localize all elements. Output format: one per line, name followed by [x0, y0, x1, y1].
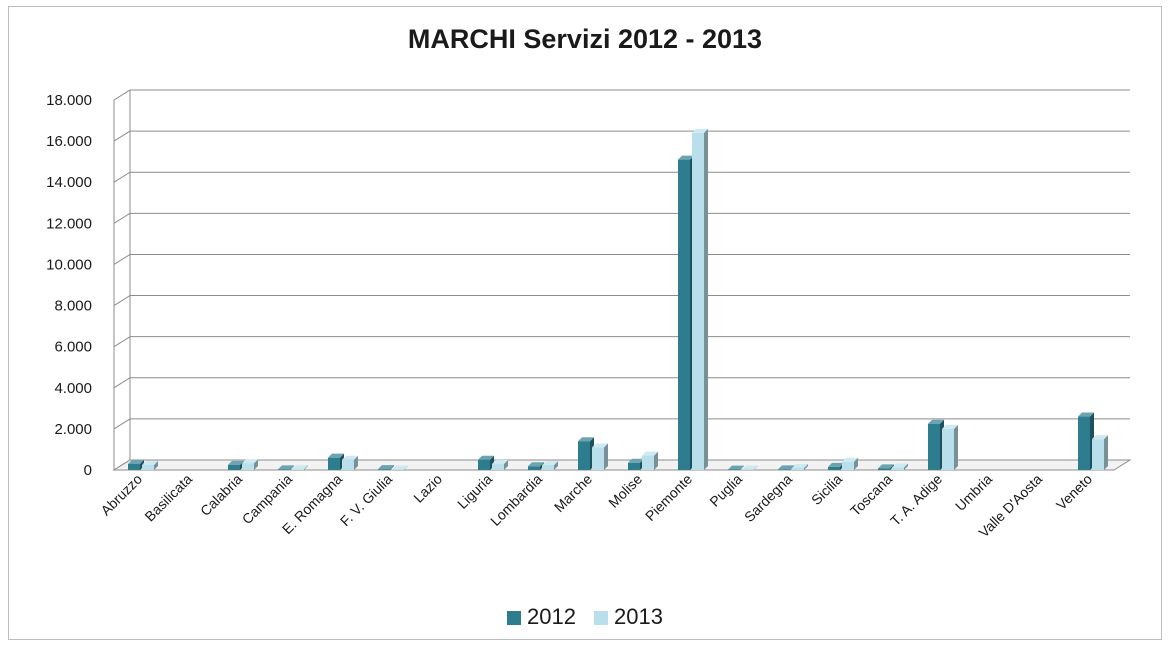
bar-side	[604, 443, 608, 470]
legend-swatch	[594, 611, 608, 625]
bar	[578, 437, 594, 470]
bar-front	[692, 133, 704, 470]
y-tick-label: 12.000	[46, 215, 92, 232]
y-tick-label: 0	[84, 462, 92, 479]
chart-legend: 2012 2013	[0, 603, 1170, 630]
bar-front	[1092, 439, 1104, 470]
bar-front	[328, 458, 340, 470]
bar-front	[228, 465, 240, 470]
x-tick-label: Liguria	[454, 471, 495, 512]
bar	[692, 129, 708, 470]
bar-front	[278, 469, 290, 470]
bar	[478, 456, 494, 470]
gridline-depth	[114, 378, 130, 388]
bar-front	[592, 447, 604, 470]
legend-swatch	[507, 611, 521, 625]
x-tick-label: F. V. Giulia	[337, 471, 395, 529]
gridline-depth	[114, 90, 130, 100]
bar-side	[704, 129, 708, 470]
x-tick-label: Lazio	[410, 471, 445, 506]
bar	[928, 420, 944, 470]
bar-front	[842, 462, 854, 470]
gridline-depth	[114, 254, 130, 264]
x-tick-label: Calabria	[197, 471, 245, 519]
floor	[114, 460, 1130, 470]
bar-front	[528, 466, 540, 470]
bar-front	[542, 465, 554, 470]
gridline-depth	[114, 419, 130, 429]
x-tick-label: Sicilia	[808, 471, 845, 508]
x-tick-label: Piemonte	[642, 471, 695, 524]
bar	[1092, 435, 1108, 470]
y-tick-label: 2.000	[54, 421, 92, 438]
gridlines	[114, 90, 1130, 470]
bar-front	[492, 464, 504, 470]
bar-front	[892, 468, 904, 470]
legend-item: 2013	[594, 604, 663, 630]
x-tick-label: T. A. Adige	[887, 471, 945, 529]
y-tick-label: 4.000	[54, 380, 92, 397]
x-tick-label: Marche	[551, 471, 595, 515]
gridline-depth	[114, 337, 130, 347]
gridline-depth	[114, 131, 130, 141]
bar	[628, 459, 644, 470]
bar-front	[128, 464, 140, 470]
bar-front	[378, 469, 390, 470]
legend-item: 2012	[507, 604, 576, 630]
x-tick-label: Basilicata	[141, 471, 195, 525]
bar-front	[778, 469, 790, 470]
x-tick-label: Lombardia	[487, 471, 545, 529]
legend-label: 2013	[614, 604, 663, 629]
bar-front	[878, 468, 890, 470]
x-tick-label: Toscana	[847, 471, 895, 519]
bar	[592, 443, 608, 470]
bar-front	[1078, 417, 1090, 470]
y-tick-label: 14.000	[46, 174, 92, 191]
bar-front	[292, 469, 304, 470]
y-tick-label: 8.000	[54, 298, 92, 315]
y-tick-label: 10.000	[46, 256, 92, 273]
bar-front	[828, 467, 840, 470]
x-tick-label: Puglia	[706, 471, 745, 510]
bar-front	[142, 465, 154, 470]
bar	[842, 458, 858, 470]
y-tick-label: 18.000	[46, 92, 92, 109]
bar-front	[792, 468, 804, 470]
x-tick-label: Abruzzo	[97, 471, 145, 519]
x-tick-label: Molise	[605, 471, 645, 511]
y-tick-label: 6.000	[54, 339, 92, 356]
bar-side	[954, 425, 958, 470]
bar-front	[342, 460, 354, 470]
y-tick-label: 16.000	[46, 133, 92, 150]
bar-front	[942, 429, 954, 470]
bar-front	[478, 460, 490, 470]
bar-front	[678, 160, 690, 470]
gridline-depth	[114, 172, 130, 182]
x-tick-label: Veneto	[1053, 471, 1095, 513]
gridline-depth	[114, 213, 130, 223]
x-tick-label: Sardegna	[741, 471, 795, 525]
x-tick-label: Umbria	[952, 471, 995, 514]
bar-front	[642, 456, 654, 470]
bar	[328, 454, 344, 470]
bar	[942, 425, 958, 470]
gridline-depth	[114, 296, 130, 306]
bar	[642, 452, 658, 470]
bar	[242, 459, 258, 470]
bar-front	[578, 441, 590, 470]
bar	[1078, 413, 1094, 470]
bar-front	[242, 463, 254, 470]
bar-chart-plot: 0 2.000 4.000 6.000 8.000 10.000 12.000 14.000 1…	[0, 0, 1170, 600]
legend-label: 2012	[527, 604, 576, 629]
bar	[342, 456, 358, 470]
bar-front	[628, 463, 640, 470]
bar-side	[1104, 435, 1108, 470]
bar-front	[928, 424, 940, 470]
bar	[678, 156, 694, 470]
